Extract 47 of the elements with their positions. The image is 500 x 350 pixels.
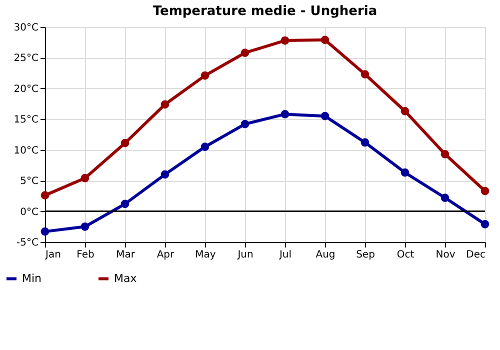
point — [480, 220, 490, 228]
x-tick-label: Jul — [278, 250, 292, 260]
y-tick-label: -5°C — [16, 238, 39, 248]
x-tick-label: Feb — [76, 250, 94, 260]
x-tick-label: Jun — [236, 250, 254, 260]
point — [160, 100, 170, 109]
x-tick-label: Sep — [356, 250, 375, 260]
point — [440, 194, 450, 202]
point — [240, 48, 250, 57]
point — [280, 110, 290, 118]
x-tick-label: May — [195, 250, 216, 260]
y-tick-label: 25°C — [14, 53, 39, 64]
x-tick-label: Dec — [466, 250, 486, 260]
y-tick-label: 15°C — [14, 114, 39, 126]
point — [360, 70, 370, 78]
point — [40, 191, 50, 200]
point — [240, 120, 250, 128]
point — [400, 106, 410, 116]
point — [400, 168, 410, 177]
point — [200, 71, 210, 80]
point — [120, 138, 130, 148]
x-tick-label: Nov — [436, 250, 456, 260]
point — [80, 222, 90, 231]
y-tick-label: 10°C — [14, 145, 39, 156]
x-tick-label: Apr — [156, 250, 176, 260]
point — [320, 112, 330, 120]
point — [320, 36, 330, 44]
y-tick-label: 5°C — [20, 176, 39, 188]
y-tick-label: 0°C — [20, 206, 39, 218]
point — [160, 170, 170, 179]
point — [360, 138, 370, 147]
x-tick-label: Oct — [396, 250, 414, 260]
x-tick-label: Aug — [316, 250, 336, 260]
x-tick-label: Mar — [116, 250, 136, 260]
point — [480, 186, 490, 196]
x-tick-label: Jan — [44, 250, 61, 260]
point — [80, 174, 90, 182]
point — [280, 36, 290, 45]
y-tick-label: 20°C — [14, 84, 39, 95]
y-tick-label: 30°C — [14, 22, 39, 34]
point — [120, 200, 130, 208]
chart-title: Temperature medie - Ungheria — [152, 4, 378, 19]
point — [40, 227, 50, 236]
point — [440, 150, 450, 158]
legend-label: Min — [22, 272, 42, 285]
point — [200, 142, 210, 151]
legend-label: Max — [114, 272, 138, 285]
